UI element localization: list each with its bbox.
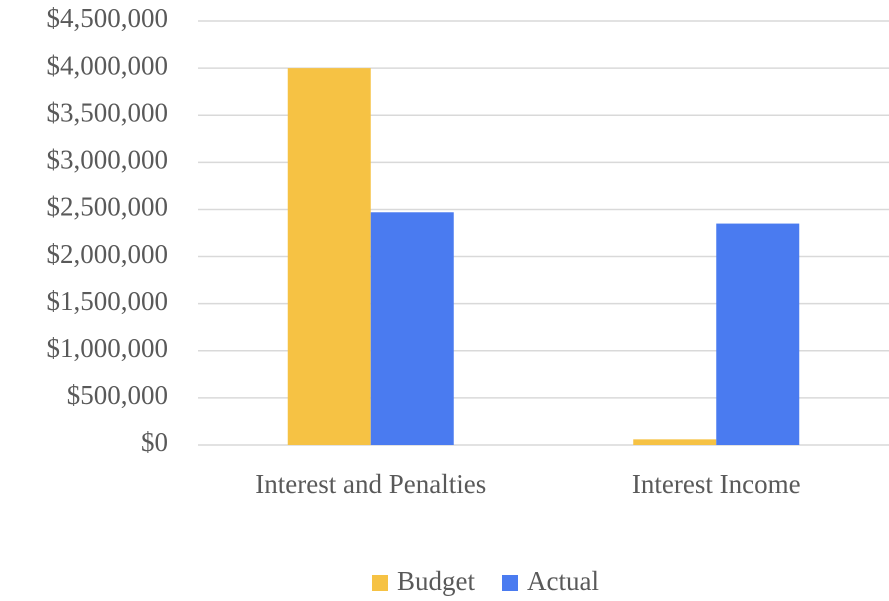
y-tick-label: $4,500,000 <box>47 3 169 33</box>
x-tick-label: Interest Income <box>632 469 801 499</box>
y-tick-label: $4,000,000 <box>47 50 169 80</box>
legend-label: Budget <box>397 566 475 596</box>
y-tick-label: $0 <box>141 427 168 457</box>
bar <box>633 439 717 445</box>
y-tick-label: $500,000 <box>67 380 168 410</box>
bar <box>287 68 371 445</box>
x-tick-label: Interest and Penalties <box>255 469 486 499</box>
y-tick-label: $1,500,000 <box>47 286 169 316</box>
legend-label: Actual <box>527 566 599 596</box>
y-tick-label: $2,000,000 <box>47 239 169 269</box>
y-tick-label: $3,500,000 <box>47 97 169 127</box>
y-tick-label: $1,000,000 <box>47 333 169 363</box>
legend-swatch <box>372 575 388 591</box>
bar <box>370 212 454 445</box>
legend-swatch <box>502 575 518 591</box>
y-tick-label: $3,000,000 <box>47 145 169 175</box>
y-tick-label: $2,500,000 <box>47 192 169 222</box>
bar <box>716 223 800 445</box>
